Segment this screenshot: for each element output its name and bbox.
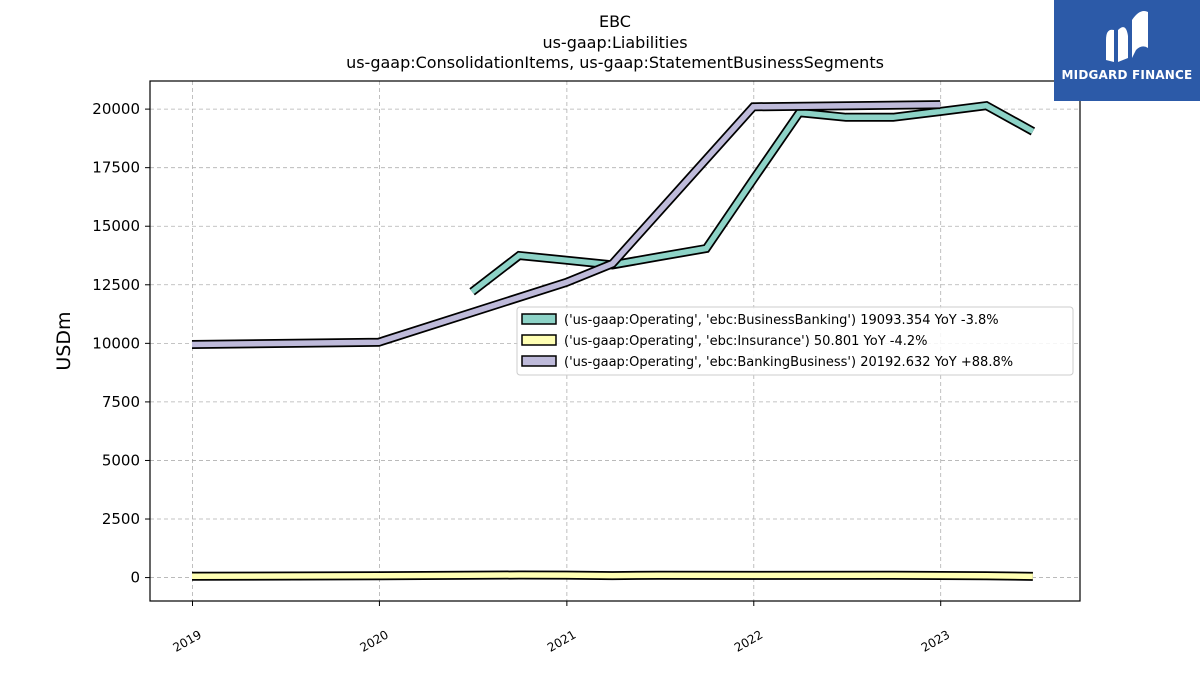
series-line-2	[191, 100, 941, 349]
midgard-finance-logo: MIDGARD FINANCE	[1054, 0, 1200, 101]
y-axis-ticks: 0 2500 5000 7500 10000 12500 15000 17500 20000	[92, 100, 150, 587]
y-tick-label: 15000	[92, 217, 140, 235]
y-tick-label: 17500	[92, 159, 140, 177]
y-axis-label: USDm	[53, 311, 75, 370]
legend-entry-2: ('us-gaap:Operating', 'ebc:BankingBusine…	[521, 355, 1013, 370]
y-tick-label: 2500	[102, 510, 140, 528]
legend-entry-0: ('us-gaap:Operating', 'ebc:BusinessBanki…	[521, 313, 999, 328]
series-stroke	[191, 572, 1033, 580]
series-stroke	[191, 101, 941, 348]
series-stroke	[470, 102, 1035, 294]
x-axis-ticks: 2019 2020 2021 2022 2023	[171, 601, 952, 655]
x-tick-label: 2021	[545, 627, 578, 654]
series-line-0	[469, 100, 1036, 296]
logo-text: MIDGARD FINANCE	[1061, 68, 1193, 82]
plot-area-frame	[149, 80, 1081, 602]
series-line-1	[191, 570, 1033, 581]
y-tick-label: 5000	[102, 451, 140, 469]
chart-title-line-3: us-gaap:ConsolidationItems, us-gaap:Stat…	[346, 53, 884, 72]
y-tick-label: 7500	[102, 393, 140, 411]
chart-title-line-2: us-gaap:Liabilities	[542, 33, 687, 52]
x-tick-label: 2023	[919, 627, 952, 654]
series-outline	[469, 100, 1036, 296]
legend-box	[516, 306, 1074, 376]
logo-mark-icon	[1106, 11, 1148, 62]
legend-label: ('us-gaap:Operating', 'ebc:BusinessBanki…	[564, 313, 999, 328]
y-tick-label: 20000	[92, 100, 140, 118]
chart-title: EBC us-gaap:Liabilities us-gaap:Consolid…	[346, 12, 884, 72]
y-tick-label: 0	[130, 569, 140, 587]
legend-label: ('us-gaap:Operating', 'ebc:BankingBusine…	[564, 355, 1013, 370]
legend-swatch	[521, 313, 557, 325]
chart-title-line-1: EBC	[599, 12, 631, 31]
legend-swatch	[521, 334, 557, 346]
series-lines	[191, 100, 1036, 581]
legend: ('us-gaap:Operating', 'ebc:BusinessBanki…	[516, 306, 1074, 376]
x-tick-label: 2022	[732, 627, 765, 654]
y-tick-label: 10000	[92, 334, 140, 352]
legend-label: ('us-gaap:Operating', 'ebc:Insurance') 5…	[564, 334, 928, 349]
legend-swatch	[521, 355, 557, 367]
y-tick-label: 12500	[92, 276, 140, 294]
x-tick-label: 2020	[357, 627, 390, 654]
legend-entry-1: ('us-gaap:Operating', 'ebc:Insurance') 5…	[521, 334, 928, 349]
x-tick-label: 2019	[171, 627, 204, 654]
